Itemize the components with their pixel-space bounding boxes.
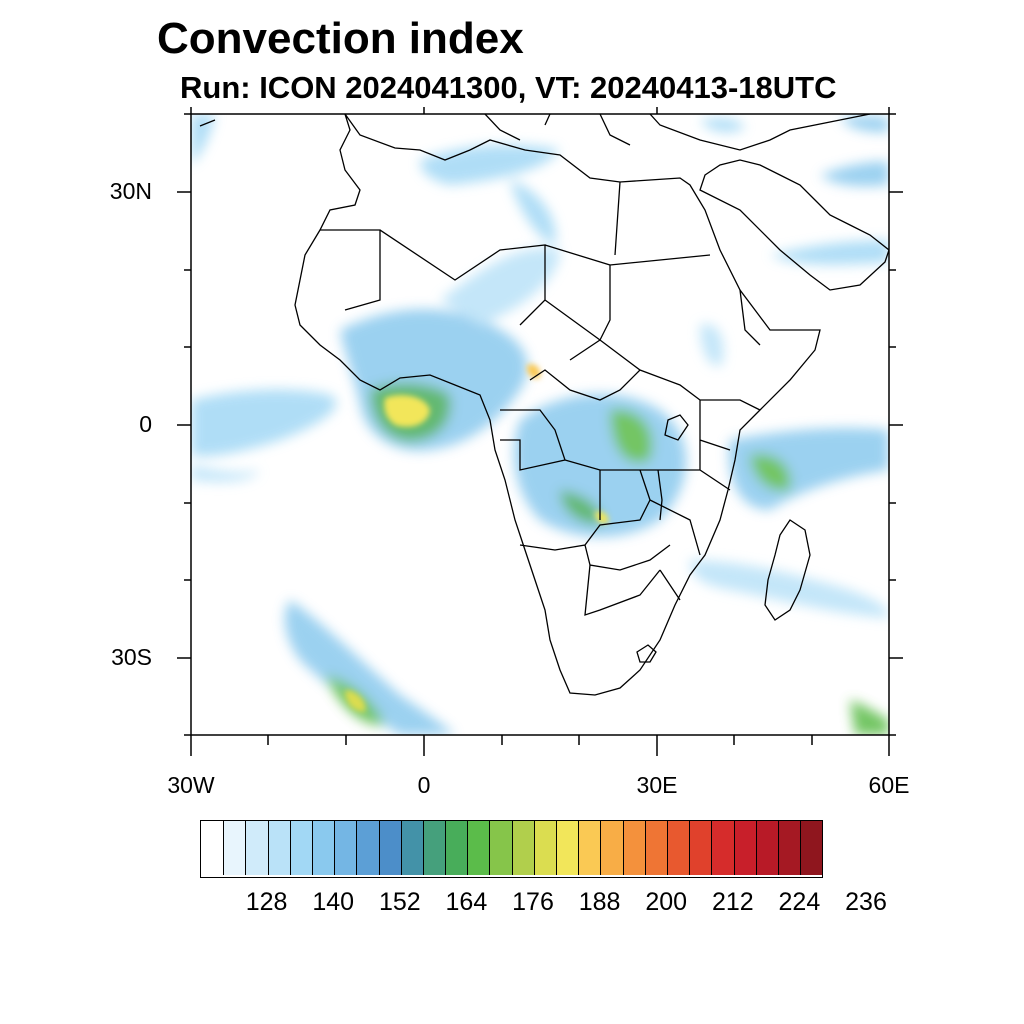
colorbar-label: 212 <box>711 888 754 916</box>
colorbar-label: 236 <box>845 888 887 916</box>
colorbar-swatch <box>622 821 645 875</box>
lat-label-30s: 30S <box>111 644 152 670</box>
colorbar-swatch <box>445 821 468 875</box>
coastlines <box>199 114 889 696</box>
colorbar-labels: 128 140 152 164 176 188 200 212 224 236 <box>0 888 1024 918</box>
colorbar-label: 152 <box>378 888 421 916</box>
colorbar-swatch <box>600 821 623 875</box>
map-plot <box>177 107 903 756</box>
colorbar-swatch <box>689 821 712 875</box>
colorbar-swatch <box>422 821 446 875</box>
colorbar-swatch <box>777 821 801 875</box>
colorbar-swatch <box>733 821 756 875</box>
lon-label-30e: 30E <box>636 772 678 798</box>
colorbar-swatch <box>556 821 579 875</box>
colorbar-swatch <box>644 821 667 875</box>
lat-label-30n: 30N <box>109 178 152 204</box>
colorbar-swatch <box>578 821 601 875</box>
colorbar-swatch <box>223 821 246 875</box>
colorbar-swatch <box>311 821 335 875</box>
colorbar-swatch <box>201 821 224 875</box>
colorbar-swatch <box>755 821 778 875</box>
colorbar-label: 128 <box>245 888 288 916</box>
colorbar-swatch <box>511 821 534 875</box>
colorbar <box>200 820 824 878</box>
colorbar-swatch <box>666 821 690 875</box>
lon-label-60e: 60E <box>868 772 910 798</box>
lat-label-0: 0 <box>139 411 152 437</box>
colorbar-label: 224 <box>778 888 821 916</box>
colorbar-swatch <box>267 821 290 875</box>
colorbar-swatch <box>245 821 268 875</box>
colorbar-swatch <box>334 821 357 875</box>
colorbar-swatch <box>533 821 556 875</box>
colorbar-swatch <box>489 821 512 875</box>
lon-label-30w: 30W <box>167 772 215 798</box>
map-title: Convection index <box>157 14 524 63</box>
colorbar-swatch <box>356 821 379 875</box>
axis-ticks <box>177 107 903 756</box>
colorbar-swatch <box>289 821 312 875</box>
colorbar-swatch <box>378 821 401 875</box>
convection-field <box>191 114 889 735</box>
colorbar-swatch <box>467 821 490 875</box>
colorbar-swatch <box>400 821 423 875</box>
colorbar-label: 176 <box>512 888 554 916</box>
colorbar-label: 164 <box>445 888 488 916</box>
colorbar-label: 188 <box>578 888 621 916</box>
map-subtitle: Run: ICON 2024041300, VT: 20240413-18UTC <box>180 70 837 105</box>
colorbar-swatch <box>800 821 823 875</box>
colorbar-swatch <box>711 821 734 875</box>
colorbar-label: 140 <box>312 888 355 916</box>
lon-label-0: 0 <box>417 772 431 798</box>
colorbar-label: 200 <box>645 888 688 916</box>
